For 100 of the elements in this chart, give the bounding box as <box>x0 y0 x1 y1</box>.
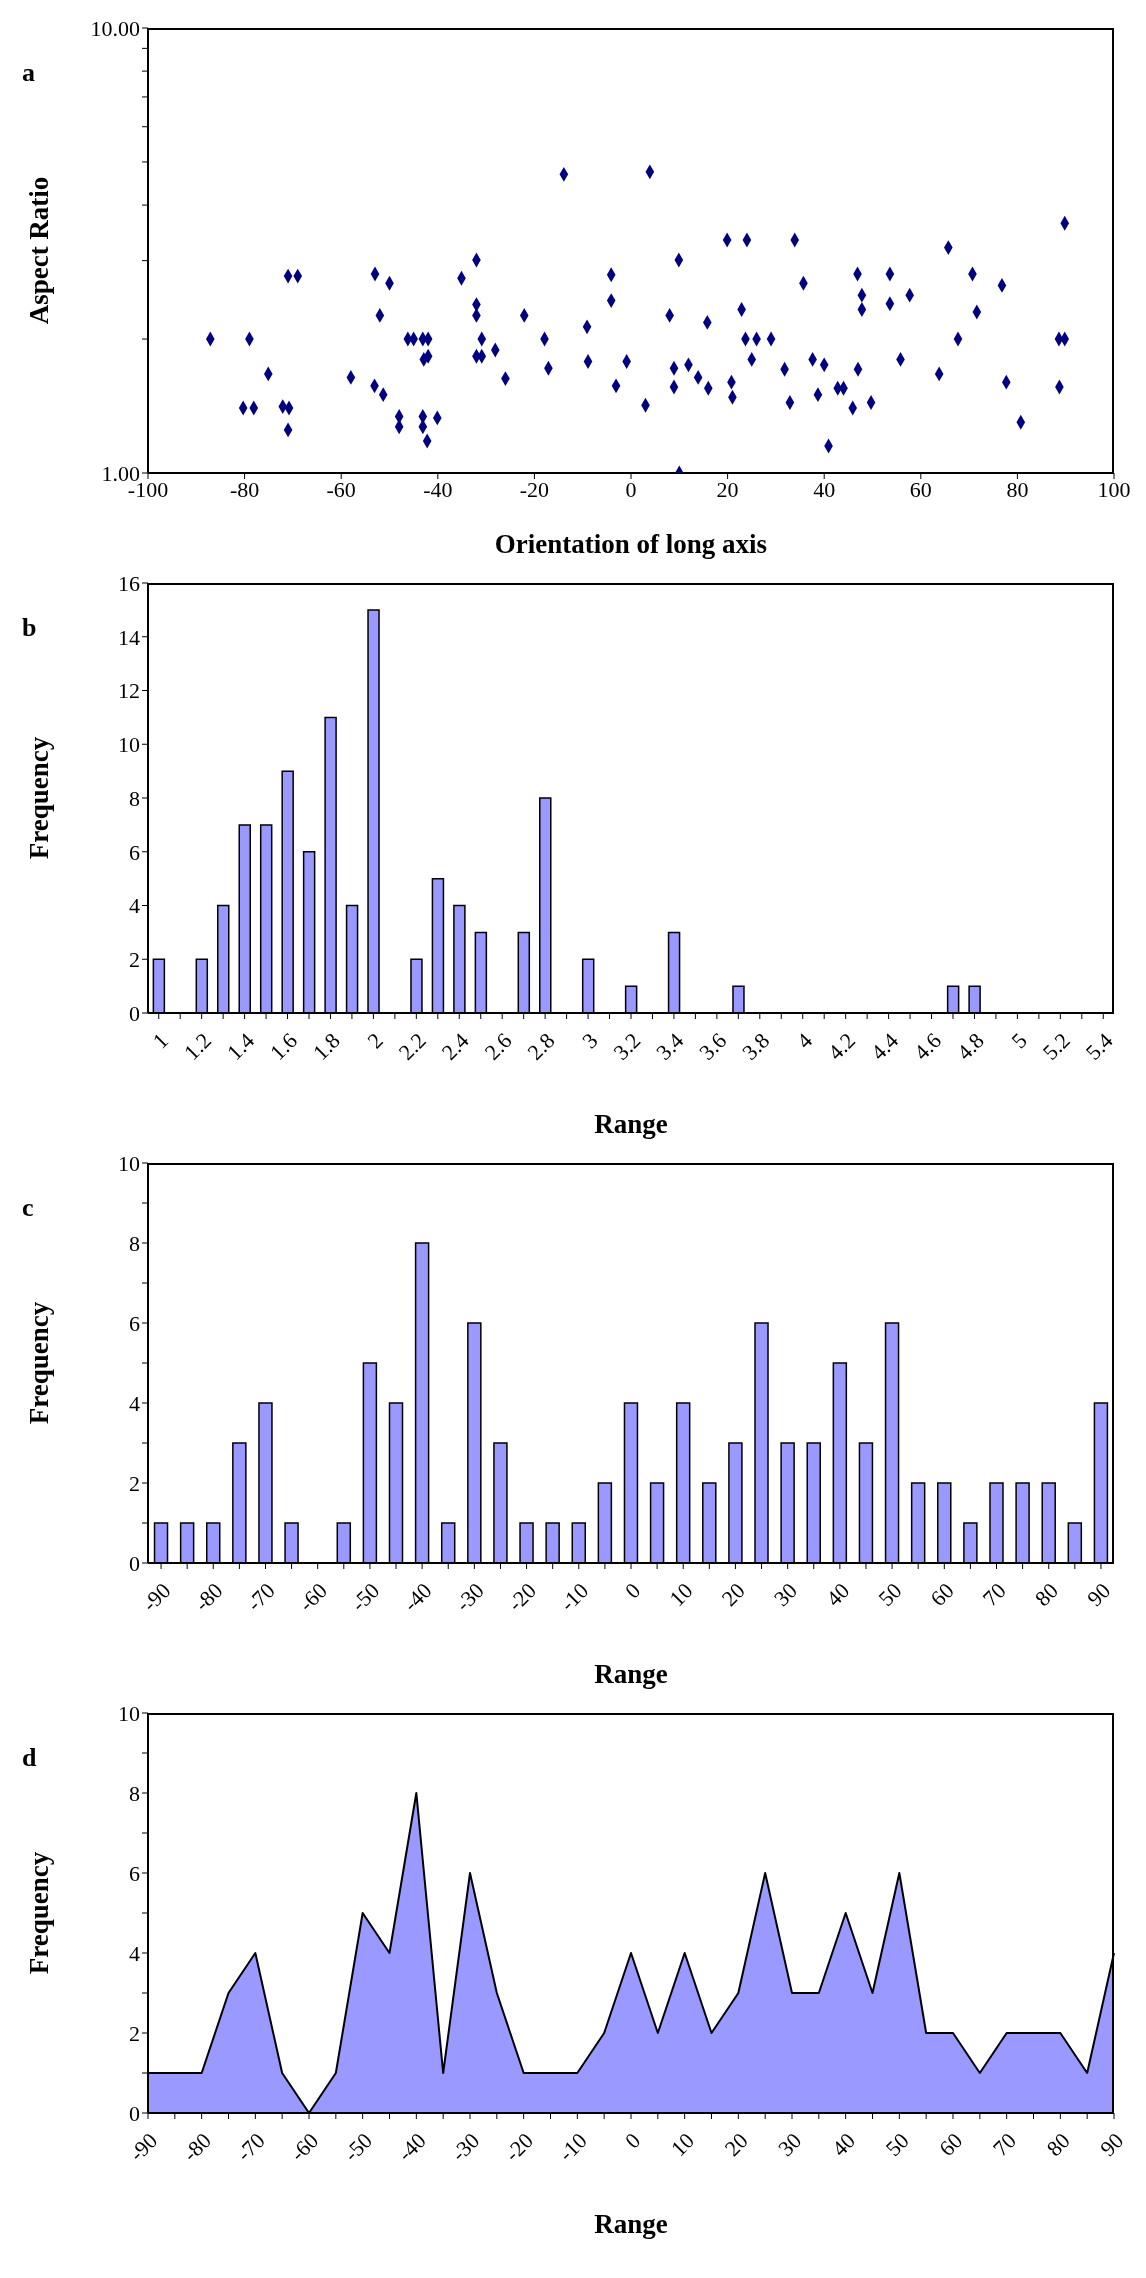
x-axis-title: Range <box>594 2209 668 2239</box>
x-axis-title: Orientation of long axis <box>494 529 768 559</box>
y-tick-label: 10 <box>118 732 140 758</box>
x-tick-label: 1 <box>147 1027 174 1054</box>
x-tick-label: -70 <box>231 2127 270 2167</box>
x-tick-label: 80 <box>1041 2127 1075 2161</box>
x-tick-label: 5.2 <box>1037 1027 1075 1065</box>
x-tick-label: -20 <box>502 1577 541 1617</box>
text: d <box>22 1743 37 1773</box>
x-tick-label: 1.4 <box>221 1027 260 1065</box>
y-tick-label: 10 <box>118 1700 140 1726</box>
x-tick-label: -80 <box>229 476 260 502</box>
y-tick-label: 8 <box>129 785 140 811</box>
x-tick-label: 10 <box>665 2127 700 2161</box>
y-tick-label: 0 <box>129 1550 140 1576</box>
y-tick-label: 2 <box>129 1470 140 1496</box>
x-tick-label: 5 <box>1006 1027 1032 1054</box>
x-tick-label: 4.4 <box>865 1027 904 1065</box>
x-tick-label: 20 <box>719 2127 753 2161</box>
x-tick-label: -60 <box>326 476 356 502</box>
x-tick-label: 10 <box>664 1577 698 1611</box>
x-tick-label: 1.8 <box>307 1027 345 1065</box>
x-tick-label: -40 <box>398 1577 437 1617</box>
x-tick-label: 1.2 <box>178 1027 217 1065</box>
y-tick-label: 6 <box>129 839 140 865</box>
x-tick-label: 60 <box>909 476 932 502</box>
x-tick-label: 50 <box>873 1577 907 1611</box>
y-tick-label: 8 <box>129 1230 140 1256</box>
y-tick-label: 10 <box>118 1150 140 1176</box>
x-tick-label: 0 <box>625 476 637 502</box>
text: c <box>22 1193 34 1223</box>
x-tick-label: 3.2 <box>608 1027 646 1065</box>
x-tick-label: -90 <box>137 1577 176 1617</box>
x-tick-label: 0 <box>619 1577 646 1604</box>
x-tick-label: -90 <box>124 2127 163 2167</box>
x-tick-label: 60 <box>934 2127 968 2161</box>
x-tick-label: 100 <box>1097 476 1131 502</box>
x-tick-label: 20 <box>716 476 739 502</box>
x-tick-label: 80 <box>1029 1577 1064 1611</box>
x-tick-label: -30 <box>450 1577 489 1617</box>
x-tick-label: -40 <box>392 2127 431 2167</box>
x-tick-label: 2.2 <box>393 1027 431 1065</box>
y-tick-label: 14 <box>118 624 140 650</box>
x-tick-label: 2.8 <box>522 1027 560 1065</box>
y-tick-label: 4 <box>129 1940 140 1966</box>
y-tick-label: 16 <box>118 570 140 596</box>
x-tick-label: 3.4 <box>651 1027 689 1065</box>
y-tick-label: 0 <box>129 1000 140 1026</box>
x-tick-label: 40 <box>826 2127 861 2161</box>
text: a <box>22 58 35 88</box>
x-tick-label: 3.6 <box>694 1027 732 1065</box>
x-tick-label: 3.8 <box>737 1027 775 1065</box>
y-axis-title: Aspect Ratio <box>23 176 54 325</box>
y-tick-label: 4 <box>129 893 140 919</box>
y-tick-label: 8 <box>129 1780 140 1806</box>
x-tick-label: 4 <box>791 1027 818 1054</box>
x-tick-label: 50 <box>880 2127 914 2161</box>
x-tick-label: -40 <box>423 476 453 502</box>
x-tick-label: 90 <box>1082 1577 1116 1611</box>
x-tick-label: -60 <box>285 2127 324 2167</box>
x-tick-label: 30 <box>773 2127 807 2161</box>
y-axis-title: Frequency <box>23 1851 54 1975</box>
y-axis-title: Frequency <box>23 736 54 860</box>
x-tick-label: -80 <box>189 1577 228 1617</box>
x-tick-label: 5.4 <box>1080 1027 1118 1065</box>
y-tick-label: 2 <box>129 947 140 973</box>
x-tick-label: 4.2 <box>822 1027 861 1065</box>
y-tick-label: 6 <box>129 1310 140 1336</box>
x-tick-label: -50 <box>345 1577 385 1617</box>
x-tick-label: 70 <box>987 2127 1022 2161</box>
x-tick-label: -60 <box>293 1577 333 1617</box>
y-tick-label: 0 <box>129 2100 140 2126</box>
x-tick-label: 40 <box>813 476 836 502</box>
x-tick-label: -20 <box>499 2127 539 2167</box>
x-tick-label: 40 <box>821 1577 855 1611</box>
x-tick-label: 1.6 <box>264 1027 302 1065</box>
x-tick-label: -10 <box>553 2127 592 2167</box>
y-tick-label: 12 <box>118 678 140 704</box>
y-tick-label: 4 <box>129 1390 140 1416</box>
x-tick-label: 0 <box>619 2127 646 2154</box>
y-tick-label: 10.00 <box>90 15 140 41</box>
x-tick-label: 70 <box>977 1577 1011 1611</box>
x-tick-label: 80 <box>1006 476 1029 502</box>
x-tick-label: 3 <box>577 1027 603 1054</box>
x-tick-label: 2.4 <box>436 1027 474 1065</box>
text: b <box>22 613 37 643</box>
y-tick-label: 6 <box>129 1860 140 1886</box>
x-axis-title: Range <box>594 1659 668 1689</box>
x-axis-title: Range <box>594 1109 668 1139</box>
x-tick-label: -10 <box>554 1577 594 1617</box>
x-tick-label: 4.8 <box>951 1027 989 1065</box>
x-tick-label: 90 <box>1095 2127 1129 2161</box>
y-axis-title: Frequency <box>23 1301 54 1425</box>
x-tick-label: -70 <box>241 1577 280 1617</box>
x-tick-label: -30 <box>446 2127 485 2167</box>
x-tick-label: 4.6 <box>908 1027 946 1065</box>
x-tick-label: -20 <box>519 476 550 502</box>
x-tick-label: -80 <box>177 2127 217 2167</box>
x-tick-label: 2.6 <box>479 1027 517 1065</box>
x-tick-label: 60 <box>925 1577 959 1611</box>
